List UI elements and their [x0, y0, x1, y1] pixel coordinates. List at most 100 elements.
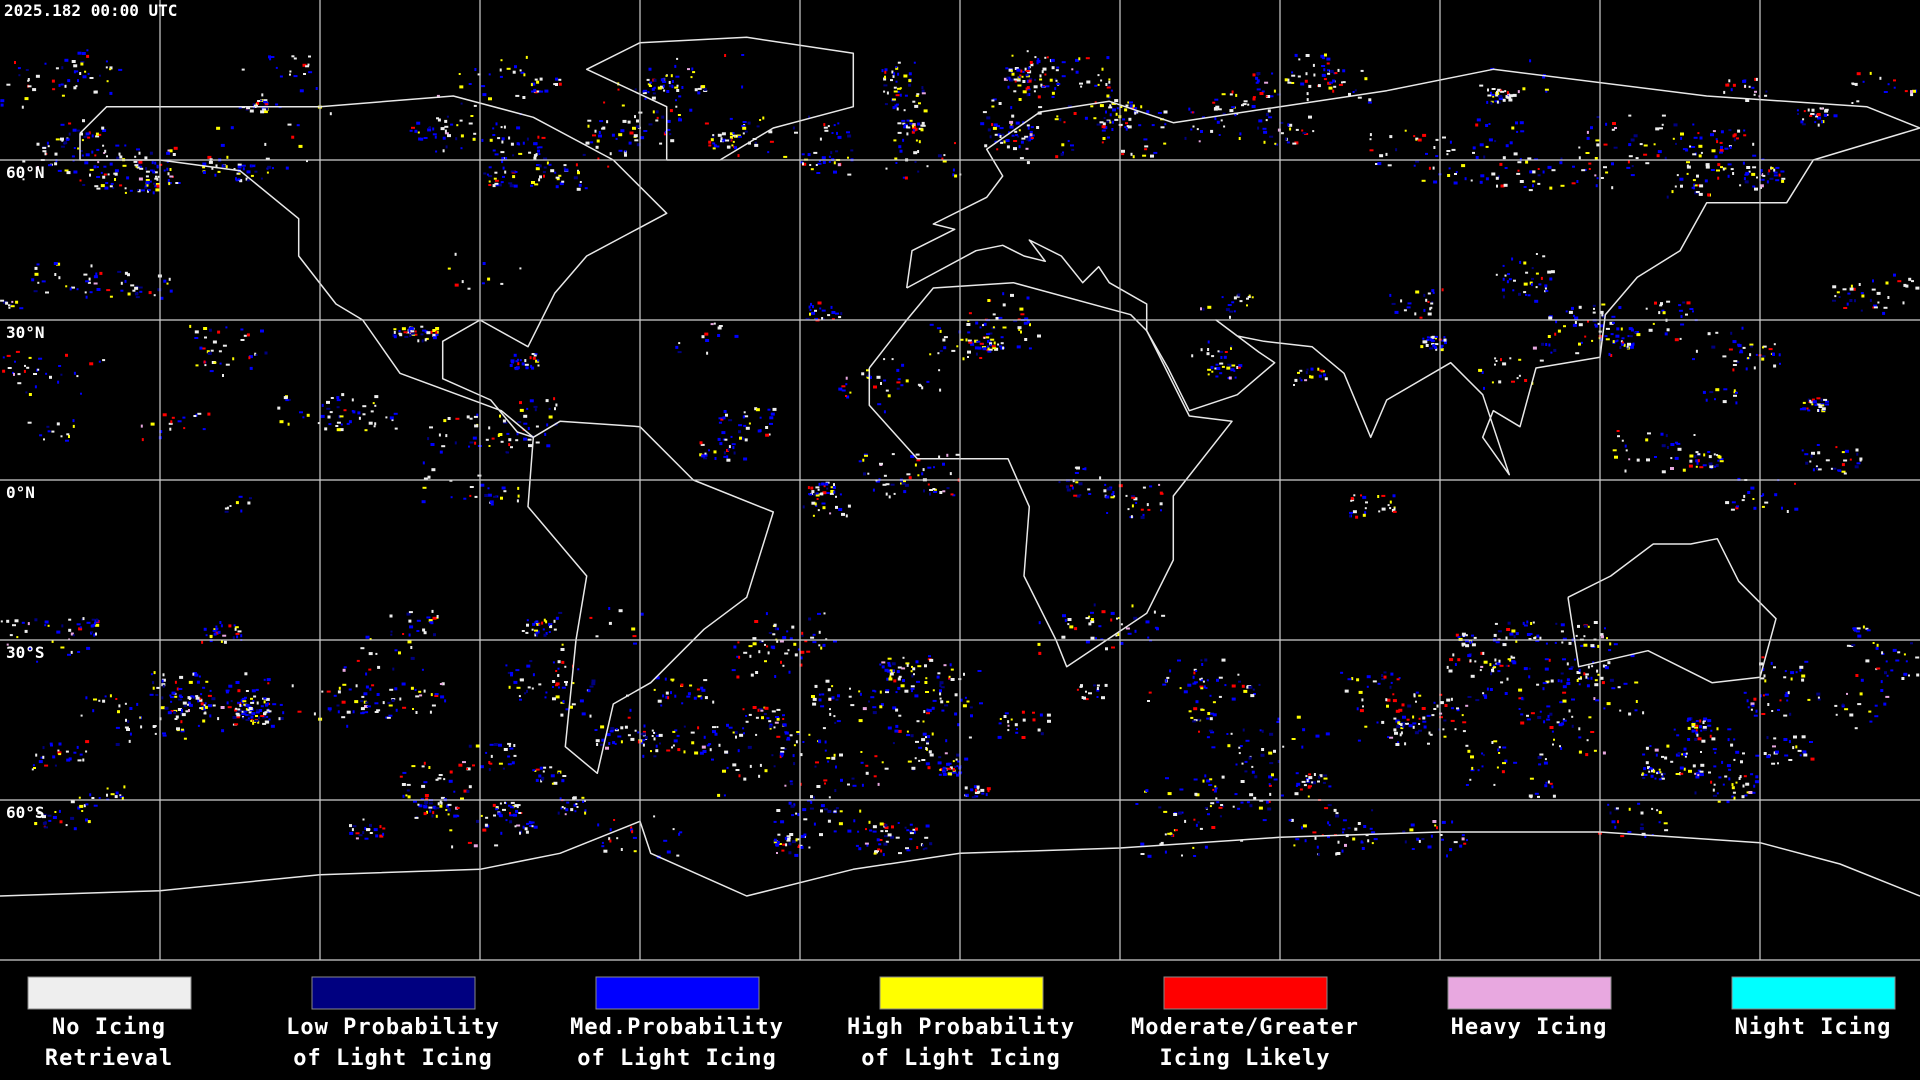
- icing-pixel: [1500, 90, 1505, 93]
- icing-pixel: [149, 151, 153, 155]
- icing-pixel: [890, 835, 894, 839]
- icing-pixel: [270, 724, 275, 728]
- icing-pixel: [676, 89, 680, 92]
- icing-pixel: [782, 664, 785, 667]
- icing-pixel: [114, 178, 116, 181]
- icing-pixel: [1305, 775, 1308, 778]
- icing-pixel: [1020, 140, 1024, 144]
- icing-pixel: [1794, 507, 1799, 511]
- icing-pixel: [1435, 337, 1437, 340]
- icing-pixel: [908, 83, 912, 87]
- icing-pixel: [813, 151, 818, 154]
- icing-pixel: [179, 675, 184, 679]
- icing-pixel: [1104, 683, 1108, 687]
- icing-pixel: [1723, 90, 1726, 94]
- icing-pixel: [793, 642, 797, 646]
- icing-pixel: [1857, 634, 1862, 638]
- icing-pixel: [1426, 339, 1430, 341]
- icing-pixel: [1303, 784, 1307, 787]
- icing-pixel: [1389, 507, 1392, 510]
- icing-pixel: [1728, 768, 1732, 771]
- icing-pixel: [531, 82, 536, 86]
- icing-pixel: [136, 166, 140, 169]
- icing-pixel: [1743, 134, 1747, 137]
- icing-pixel: [823, 126, 828, 129]
- icing-pixel: [1493, 783, 1496, 786]
- icing-pixel: [1119, 641, 1124, 645]
- icing-pixel: [1234, 376, 1237, 379]
- icing-pixel: [398, 330, 401, 332]
- icing-pixel: [1250, 694, 1255, 698]
- icing-pixel: [41, 174, 44, 177]
- icing-pixel: [1666, 446, 1669, 449]
- icing-pixel: [911, 766, 916, 770]
- icing-pixel: [1621, 439, 1624, 442]
- icing-pixel: [1226, 733, 1229, 735]
- icing-pixel: [53, 262, 58, 265]
- icing-pixel: [1020, 69, 1023, 73]
- icing-pixel: [1590, 676, 1593, 680]
- icing-pixel: [587, 124, 590, 128]
- icing-pixel: [858, 847, 862, 851]
- icing-pixel: [1244, 770, 1248, 773]
- icing-pixel: [759, 119, 762, 121]
- icing-pixel: [933, 466, 935, 469]
- icing-pixel: [674, 694, 677, 698]
- icing-pixel: [1509, 632, 1514, 636]
- icing-pixel: [76, 623, 81, 626]
- icing-pixel: [1619, 346, 1622, 349]
- icing-pixel: [346, 710, 351, 714]
- icing-pixel: [738, 135, 742, 138]
- icing-pixel: [425, 797, 429, 800]
- icing-pixel: [735, 735, 737, 739]
- icing-pixel: [1644, 834, 1647, 838]
- icing-pixel: [1434, 335, 1438, 338]
- icing-pixel: [756, 125, 760, 128]
- icing-pixel: [1743, 691, 1747, 694]
- icing-pixel: [236, 714, 241, 717]
- icing-pixel: [1069, 484, 1073, 487]
- icing-pixel: [900, 384, 904, 387]
- icing-pixel: [1011, 54, 1014, 57]
- icing-pixel: [1209, 805, 1212, 808]
- icing-pixel: [167, 172, 170, 176]
- icing-pixel: [827, 819, 831, 823]
- icing-pixel: [1093, 117, 1097, 120]
- icing-pixel: [356, 659, 360, 662]
- icing-pixel: [1666, 328, 1670, 332]
- icing-pixel: [552, 661, 555, 664]
- icing-pixel: [946, 487, 950, 490]
- icing-pixel: [440, 796, 445, 799]
- icing-pixel: [865, 764, 869, 767]
- icing-pixel: [430, 693, 433, 697]
- icing-pixel: [651, 729, 654, 732]
- icing-pixel: [558, 611, 563, 614]
- icing-pixel: [1147, 700, 1150, 702]
- icing-pixel: [96, 148, 100, 151]
- icing-pixel: [1537, 756, 1542, 759]
- icing-pixel: [1752, 498, 1755, 500]
- icing-pixel: [1634, 331, 1639, 334]
- icing-pixel: [422, 461, 425, 465]
- icing-pixel: [112, 186, 115, 189]
- icing-pixel: [818, 740, 822, 744]
- icing-pixel: [382, 832, 385, 836]
- icing-pixel: [505, 157, 508, 160]
- icing-pixel: [489, 500, 494, 504]
- icing-pixel: [1461, 714, 1464, 717]
- icing-pixel: [1781, 506, 1783, 510]
- icing-pixel: [1037, 334, 1041, 338]
- icing-pixel: [47, 145, 50, 148]
- icing-pixel: [799, 656, 803, 660]
- icing-pixel: [1134, 107, 1138, 110]
- icing-pixel: [1432, 820, 1437, 823]
- icing-pixel: [866, 376, 869, 379]
- icing-pixel: [37, 166, 39, 168]
- icing-pixel: [776, 717, 780, 721]
- icing-pixel: [663, 89, 666, 92]
- icing-pixel: [365, 635, 370, 639]
- icing-pixel: [726, 449, 729, 452]
- icing-pixel: [909, 119, 913, 122]
- icing-pixel: [1623, 343, 1626, 347]
- icing-pixel: [1590, 126, 1593, 130]
